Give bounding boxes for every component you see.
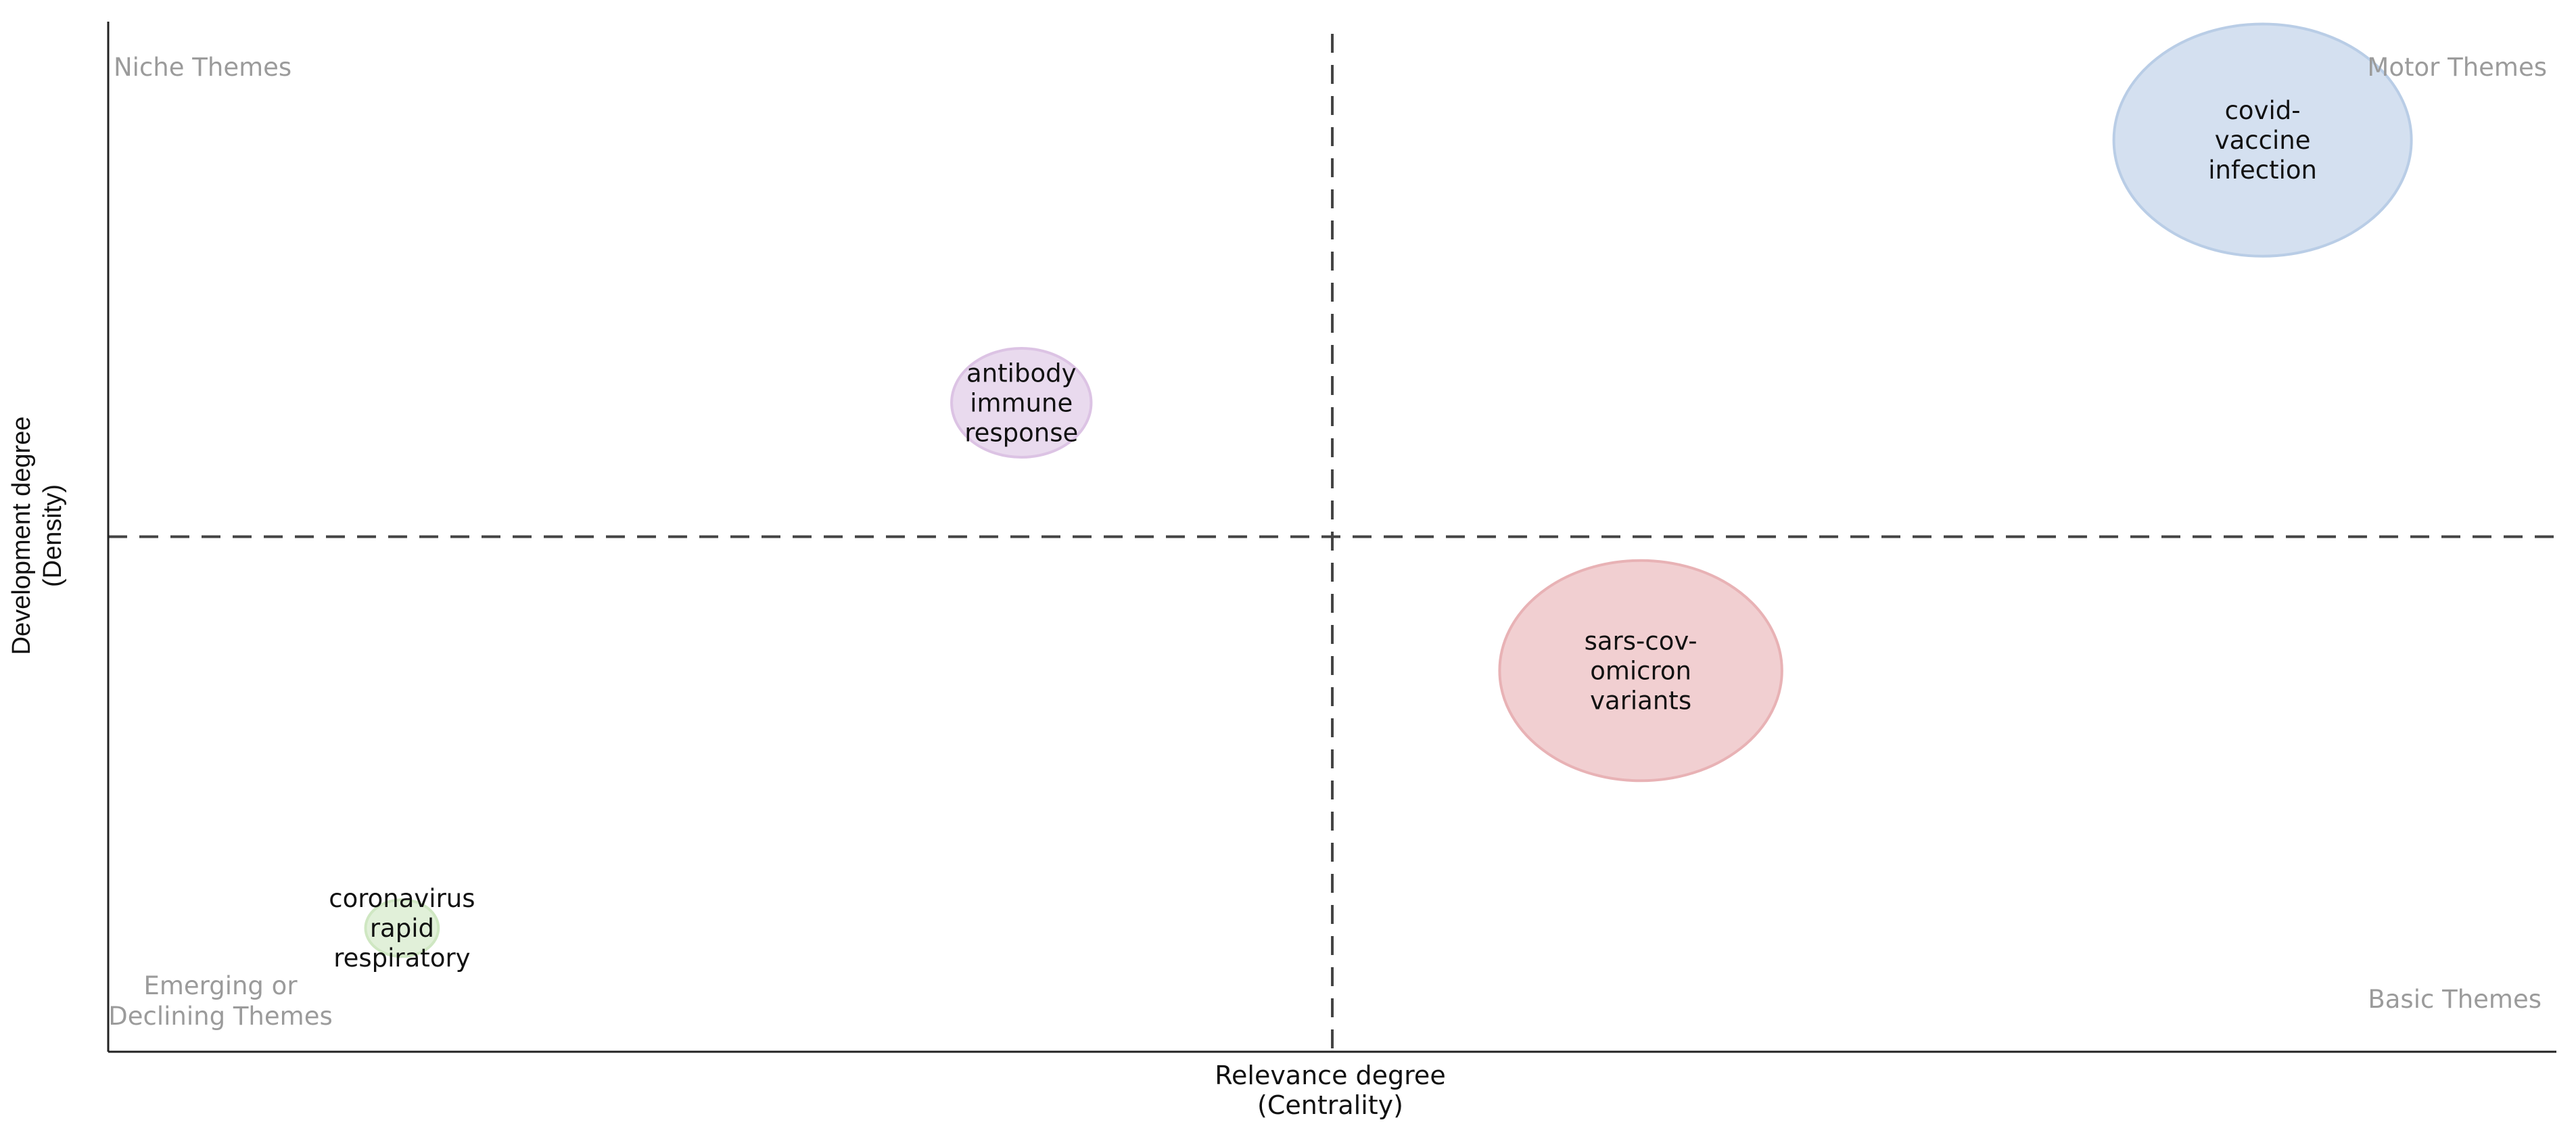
theme-label: immune (970, 389, 1073, 418)
quadrant-label-emerging-1: Emerging or (143, 971, 298, 1000)
x-axis-label-main: Relevance degree (1215, 1061, 1446, 1090)
theme-label: covid- (2225, 96, 2301, 125)
theme-bubble (2112, 22, 2413, 258)
theme-label: response (964, 419, 1078, 448)
x-axis-label-sub: (Centrality) (1257, 1090, 1403, 1120)
quadrant-label-basic: Basic Themes (2368, 985, 2542, 1014)
theme-label: antibody (966, 359, 1076, 388)
quadrant-label-motor: Motor Themes (2367, 53, 2547, 82)
theme-label: respiratory (333, 944, 470, 973)
theme-label: coronavirus (329, 884, 475, 913)
theme-label: variants (1590, 686, 1691, 715)
quadrant-label-niche: Niche Themes (114, 53, 291, 82)
theme-label: rapid (370, 914, 434, 943)
y-axis-label-main: Development degree (7, 416, 36, 655)
theme-label: omicron (1590, 656, 1691, 685)
theme-bubble (950, 347, 1093, 459)
theme-bubble (1498, 559, 1783, 783)
x-axis-label: Relevance degree (Centrality) (1215, 1061, 1445, 1120)
theme-label: infection (2208, 156, 2317, 185)
theme-label: sars-cov- (1585, 626, 1697, 655)
theme-label: vaccine (2215, 126, 2311, 155)
theme-bubble (364, 898, 440, 958)
quadrant-label-emerging-2: Declining Themes (108, 1002, 332, 1031)
y-axis-label-sub: (Density) (39, 484, 67, 588)
y-axis-label: Development degree (Density) (6, 417, 68, 655)
